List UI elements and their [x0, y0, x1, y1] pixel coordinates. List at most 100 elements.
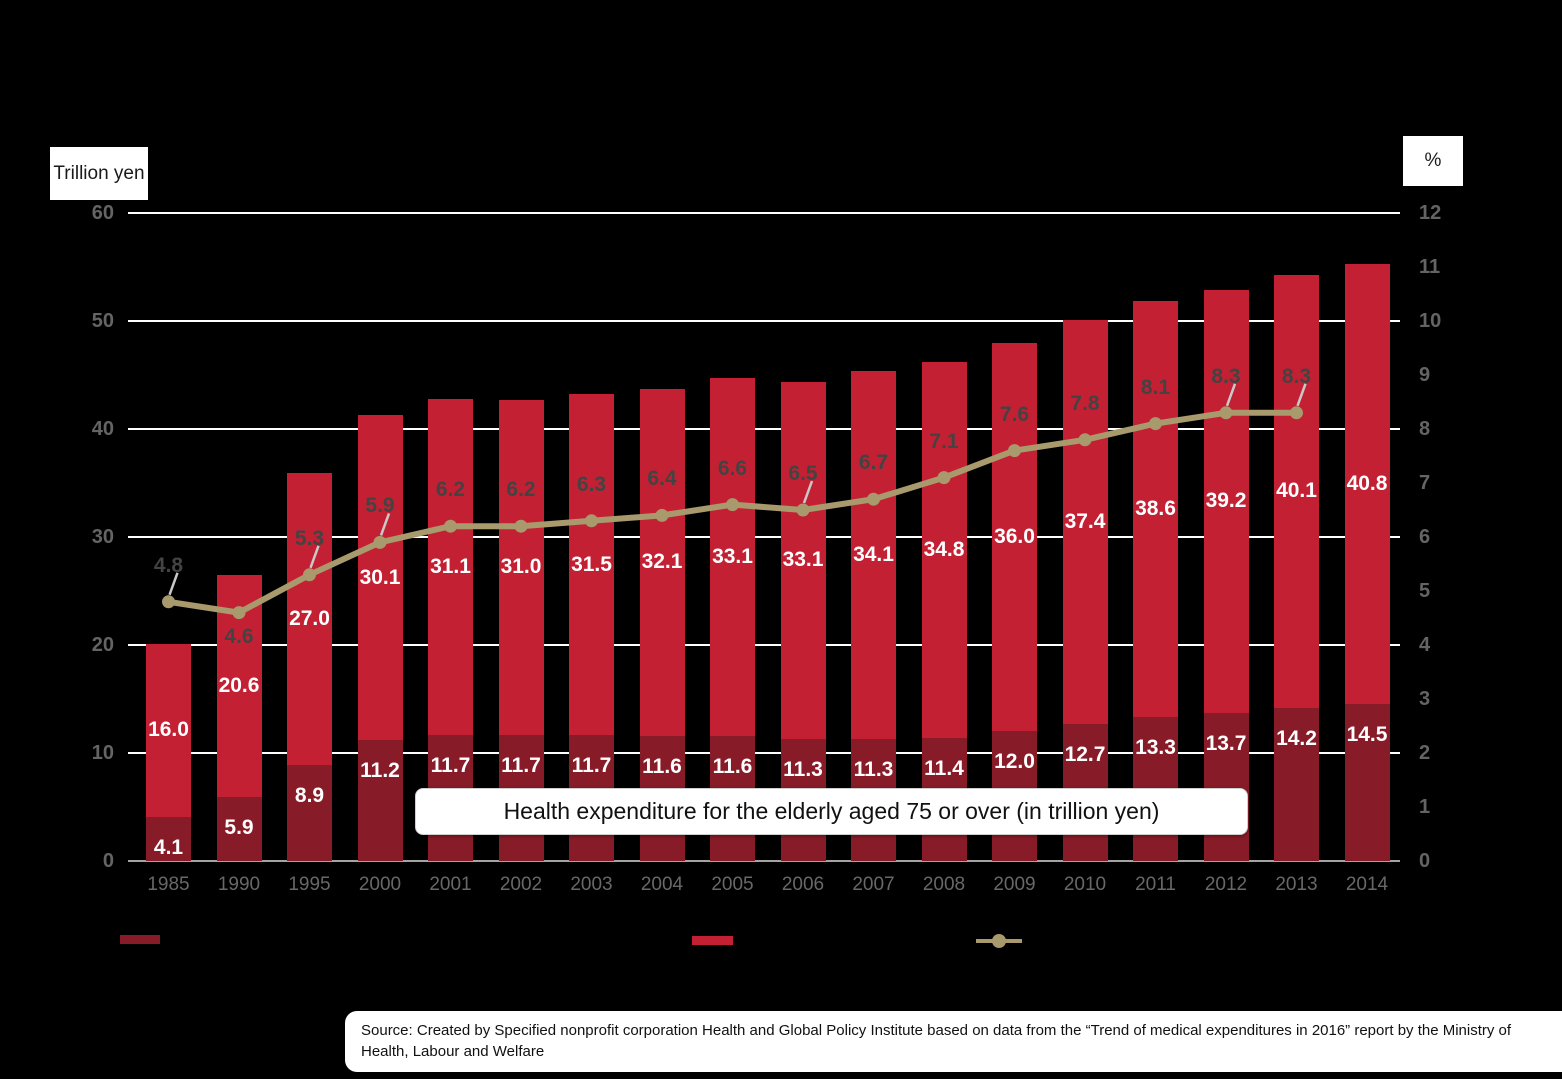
- bar-segment-elderly: [146, 816, 191, 861]
- bar-value-label-elderly: 14.5: [1346, 723, 1388, 746]
- bar-value-label-other: 36.0: [994, 525, 1035, 548]
- trend-value-label: 6.6: [717, 457, 748, 480]
- bar-value-label-other: 40.8: [1346, 472, 1388, 495]
- x-axis-year-label: 1985: [147, 874, 190, 895]
- bar-value-label-elderly: 5.9: [224, 816, 254, 839]
- trend-value-label: 6.7: [858, 451, 889, 474]
- x-axis-year-label: 1995: [288, 874, 331, 895]
- right-axis-tick-label: 0: [1419, 850, 1431, 872]
- trend-value-label: 7.1: [929, 430, 959, 453]
- bar-value-label-other: 30.1: [359, 566, 401, 589]
- x-axis-year-label: 2006: [781, 874, 825, 895]
- bar-value-label-other: 31.0: [500, 555, 542, 578]
- left-axis-tick-label: 20: [91, 634, 114, 656]
- x-axis-year-label: 2005: [711, 874, 754, 895]
- left-axis-unit-label: Trillion yen: [50, 147, 148, 200]
- bar-value-label-elderly: 13.7: [1205, 732, 1247, 755]
- trend-value-label: 8.1: [1140, 376, 1171, 399]
- bar-value-label-other: 34.8: [923, 538, 965, 561]
- bar-segment-elderly: [1344, 704, 1390, 861]
- bar-segment-elderly: [1203, 713, 1249, 861]
- right-axis-tick-label: 3: [1419, 688, 1431, 710]
- trend-value-label: 4.8: [153, 554, 184, 577]
- trend-marker: [162, 595, 175, 609]
- bar-value-label-elderly: 11.7: [501, 754, 541, 777]
- trend-value-label: 7.6: [999, 403, 1030, 426]
- trend-value-label: 6.5: [788, 462, 818, 485]
- right-axis-unit-label: %: [1403, 136, 1463, 186]
- bar-value-label-other: 31.1: [430, 555, 471, 578]
- bar-value-label-elderly: 12.0: [994, 750, 1035, 773]
- bar-value-label-other: 16.0: [148, 718, 189, 741]
- right-axis-tick-label: 12: [1419, 202, 1442, 224]
- callout-box: Health expenditure for the elderly aged …: [415, 788, 1248, 835]
- x-axis-year-label: 2010: [1063, 874, 1107, 895]
- bar-value-label-elderly: 14.2: [1276, 727, 1317, 750]
- left-axis-tick-label: 50: [91, 310, 114, 332]
- legend-line-marker-icon: [992, 934, 1006, 948]
- x-axis-year-label: 2002: [499, 874, 543, 895]
- trend-value-label: 8.3: [1281, 365, 1312, 388]
- right-axis-tick-label: 11: [1419, 256, 1441, 278]
- bar-value-label-other: 39.2: [1205, 489, 1247, 512]
- x-axis-year-label: 2001: [429, 874, 472, 895]
- bar-segment-elderly: [216, 797, 262, 861]
- right-axis-tick-label: 9: [1419, 364, 1431, 386]
- trend-value-label: 4.6: [224, 625, 254, 648]
- bar-segment-elderly: [1274, 707, 1319, 861]
- right-axis-tick-label: 2: [1419, 742, 1431, 764]
- right-axis-tick-label: 5: [1419, 580, 1431, 602]
- bar-value-label-elderly: 13.3: [1135, 736, 1176, 759]
- trend-value-label: 6.2: [506, 478, 536, 501]
- legend-swatch-elderly-icon: [120, 935, 160, 944]
- left-axis-tick-label: 10: [91, 742, 114, 764]
- x-axis-year-label: 2011: [1135, 874, 1176, 895]
- bar-value-label-elderly: 8.9: [294, 784, 325, 807]
- x-axis-year-label: 2013: [1275, 874, 1318, 895]
- trend-value-label: 5.9: [365, 494, 395, 517]
- trend-value-label: 5.3: [294, 527, 325, 550]
- bar-segment-elderly: [357, 740, 403, 861]
- bar-value-label-other: 27.0: [289, 607, 330, 630]
- left-axis-tick-label: 40: [91, 418, 114, 440]
- left-axis-tick-label: 30: [91, 526, 114, 548]
- bar-segment-other: [146, 643, 191, 817]
- bar-segment-elderly: [287, 764, 332, 861]
- x-axis-baseline: [128, 860, 1400, 862]
- x-axis-year-label: 2000: [358, 874, 402, 895]
- x-axis-year-label: 2007: [852, 874, 895, 895]
- source-text: Source: Created by Specified nonprofit c…: [361, 1022, 1512, 1060]
- bar-value-label-other: 20.6: [218, 674, 260, 697]
- trend-value-label: 7.8: [1070, 392, 1100, 415]
- bar-value-label-other: 33.1: [782, 548, 824, 571]
- x-axis-year-label: 2012: [1204, 874, 1248, 895]
- right-axis-tick-label: 10: [1419, 310, 1442, 332]
- bar-value-label-elderly: 11.7: [430, 754, 471, 777]
- x-axis-year-label: 2009: [993, 874, 1036, 895]
- x-axis-year-label: 2004: [640, 874, 684, 895]
- x-axis-year-label: 2003: [570, 874, 613, 895]
- grid-line: [128, 212, 1400, 214]
- source-box: Source: Created by Specified nonprofit c…: [345, 1011, 1562, 1072]
- x-axis-year-label: 1990: [217, 874, 261, 895]
- bar-value-label-elderly: 11.6: [642, 755, 682, 778]
- bar-value-label-elderly: 12.7: [1064, 743, 1106, 766]
- right-axis-tick-label: 6: [1419, 526, 1431, 548]
- bar-value-label-other: 38.6: [1135, 497, 1176, 520]
- bar-value-label-other: 37.4: [1064, 510, 1106, 533]
- right-axis-tick-label: 4: [1419, 634, 1431, 656]
- grid-line: [128, 752, 1400, 754]
- right-axis-tick-label: 8: [1419, 418, 1431, 440]
- bar-value-label-elderly: 4.1: [153, 836, 184, 859]
- trend-value-label: 6.2: [435, 478, 466, 501]
- grid-line: [128, 320, 1400, 322]
- bar-value-label-elderly: 11.4: [924, 757, 964, 780]
- bar-value-label-elderly: 11.3: [783, 758, 823, 781]
- grid-line: [128, 644, 1400, 646]
- right-axis-tick-label: 7: [1419, 472, 1431, 494]
- bar-segment-other: [1344, 263, 1390, 705]
- left-axis-tick-label: 0: [102, 850, 114, 872]
- callout-text: Health expenditure for the elderly aged …: [503, 798, 1160, 824]
- x-axis-year-label: 2008: [922, 874, 966, 895]
